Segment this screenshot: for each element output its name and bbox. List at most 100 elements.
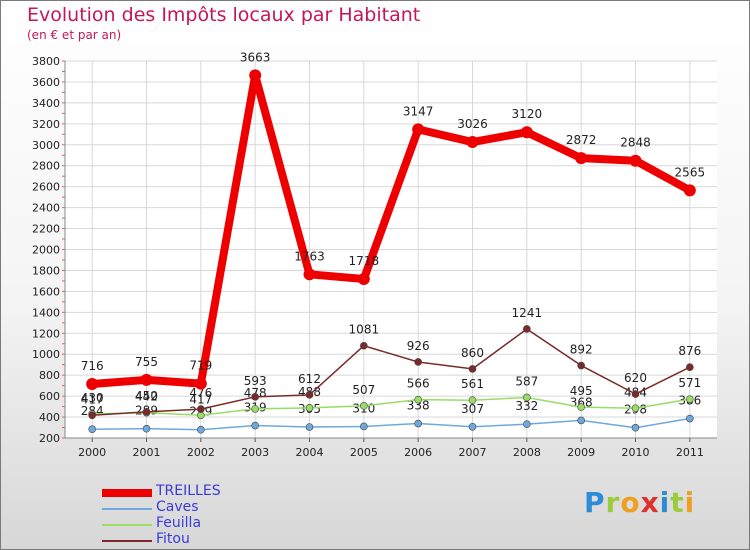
data-label-treilles: 2872 xyxy=(566,133,597,147)
data-point-treilles xyxy=(412,123,425,136)
data-point-treilles xyxy=(303,268,316,281)
data-label-treilles: 3147 xyxy=(403,104,434,118)
data-label-feuilla: 587 xyxy=(515,374,538,388)
data-point-treilles xyxy=(520,126,533,139)
data-point-fitou xyxy=(88,411,96,420)
y-tick-label: 3400 xyxy=(32,97,60,110)
legend-label: Feuilla xyxy=(156,515,202,531)
legend-swatch xyxy=(102,540,152,542)
data-point-feuilla xyxy=(360,402,368,410)
data-label-treilles: 719 xyxy=(189,359,212,373)
data-point-fitou xyxy=(142,408,151,416)
data-label-feuilla: 571 xyxy=(678,376,701,390)
data-point-treilles xyxy=(683,184,696,197)
series-line-treilles xyxy=(91,71,692,388)
legend-swatch xyxy=(102,524,152,526)
y-tick-label: 200 xyxy=(39,432,60,445)
data-label-treilles: 1718 xyxy=(349,254,380,268)
data-label-fitou: 612 xyxy=(298,372,321,386)
data-label-treilles: 1763 xyxy=(294,249,325,263)
y-tick-label: 3200 xyxy=(32,118,60,131)
data-point-caves xyxy=(88,425,96,434)
data-point-fitou xyxy=(305,391,314,399)
data-label-feuilla: 561 xyxy=(461,377,484,391)
data-label-fitou: 593 xyxy=(244,374,267,388)
data-point-caves xyxy=(142,424,151,433)
data-point-feuilla xyxy=(631,404,640,413)
x-tick-label: 2009 xyxy=(567,446,595,459)
data-label-feuilla: 507 xyxy=(352,383,375,397)
data-label-fitou: 620 xyxy=(624,371,647,385)
data-point-treilles xyxy=(249,69,262,82)
y-tick-label: 400 xyxy=(39,411,60,424)
data-label-fitou: 1241 xyxy=(512,306,543,320)
y-tick-label: 2200 xyxy=(32,223,60,236)
x-tick-label: 2007 xyxy=(459,446,487,459)
y-tick-label: 2800 xyxy=(32,160,60,173)
x-tick-label: 2006 xyxy=(404,446,432,459)
data-label-fitou: 892 xyxy=(570,343,593,357)
data-label-fitou: 1081 xyxy=(349,323,380,337)
data-point-fitou xyxy=(360,341,368,350)
data-label-treilles: 716 xyxy=(81,359,104,373)
series-line-fitou xyxy=(92,328,691,417)
data-point-caves xyxy=(251,421,259,430)
legend-label: TREILLES xyxy=(156,483,221,499)
data-point-treilles xyxy=(357,273,370,286)
legend-swatch xyxy=(102,489,152,497)
data-point-treilles xyxy=(575,152,588,165)
data-point-caves xyxy=(523,420,531,428)
data-point-fitou xyxy=(523,325,531,333)
data-point-fitou xyxy=(577,361,585,370)
legend-swatch xyxy=(102,508,152,510)
y-tick-label: 3600 xyxy=(32,76,60,89)
data-point-fitou xyxy=(414,358,422,366)
x-tick-label: 2000 xyxy=(78,446,106,459)
data-label-fitou: 876 xyxy=(678,344,701,358)
data-label-fitou: 450 xyxy=(135,389,158,403)
y-tick-label: 3800 xyxy=(32,55,60,68)
data-label-fitou: 417 xyxy=(81,392,104,406)
data-point-feuilla xyxy=(414,395,422,404)
data-label-feuilla: 417 xyxy=(189,392,212,406)
data-point-fitou xyxy=(468,365,477,373)
legend-label: Caves xyxy=(156,499,199,515)
data-point-feuilla xyxy=(251,405,259,413)
data-point-feuilla xyxy=(305,404,314,412)
x-tick-label: 2011 xyxy=(676,446,704,459)
data-label-treilles: 3663 xyxy=(240,50,271,64)
y-tick-label: 1600 xyxy=(32,285,60,298)
data-point-feuilla xyxy=(523,393,531,402)
data-point-fitou xyxy=(197,405,205,413)
data-label-fitou: 926 xyxy=(407,339,430,353)
y-tick-label: 2600 xyxy=(32,181,60,194)
data-point-fitou xyxy=(631,390,640,398)
data-point-caves xyxy=(360,422,368,431)
data-label-treilles: 2848 xyxy=(620,136,651,150)
data-point-feuilla xyxy=(577,403,585,411)
data-point-caves xyxy=(468,422,477,431)
data-label-treilles: 3026 xyxy=(457,117,488,131)
data-label-treilles: 3120 xyxy=(512,107,543,121)
x-tick-label: 2002 xyxy=(187,446,215,459)
data-point-caves xyxy=(197,425,205,434)
data-point-fitou xyxy=(686,363,694,372)
y-tick-label: 600 xyxy=(39,390,60,403)
data-point-caves xyxy=(305,423,314,431)
x-tick-label: 2008 xyxy=(513,446,541,459)
series-line-caves xyxy=(92,417,690,431)
data-point-treilles xyxy=(466,136,479,149)
data-point-treilles xyxy=(140,373,153,386)
y-tick-label: 2000 xyxy=(32,244,60,257)
data-label-caves: 332 xyxy=(515,399,538,413)
x-tick-label: 2004 xyxy=(296,446,324,459)
data-point-caves xyxy=(686,414,694,423)
y-tick-label: 800 xyxy=(39,369,60,382)
chart-subtitle: (en € et par an) xyxy=(27,28,122,42)
data-point-caves xyxy=(414,419,422,428)
data-label-fitou: 860 xyxy=(461,346,484,360)
x-tick-label: 2001 xyxy=(133,446,161,459)
data-label-feuilla: 442 xyxy=(135,390,158,404)
data-label-fitou: 476 xyxy=(189,386,212,400)
